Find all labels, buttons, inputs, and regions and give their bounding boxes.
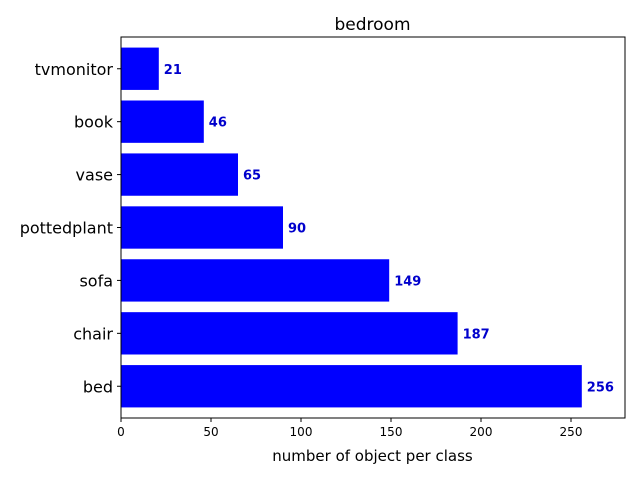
y-tick-label-chair: chair bbox=[73, 324, 113, 343]
x-axis-label: number of object per class bbox=[272, 447, 473, 465]
bars-layer bbox=[121, 47, 582, 408]
data-label-vase: 65 bbox=[243, 169, 261, 184]
bar-chair bbox=[121, 312, 458, 355]
bar-tvmonitor bbox=[121, 47, 159, 90]
chart-title: bedroom bbox=[334, 15, 410, 35]
bar-vase bbox=[121, 153, 238, 196]
y-tick-label-book: book bbox=[74, 113, 114, 132]
data-label-chair: 187 bbox=[463, 327, 490, 342]
bar-sofa bbox=[121, 259, 390, 302]
x-ticks-layer: 0 50 100 150 200 250 bbox=[117, 418, 582, 439]
data-label-bed: 256 bbox=[587, 380, 614, 395]
y-tick-label-pottedplant: pottedplant bbox=[20, 219, 113, 238]
x-tick-label-150: 150 bbox=[380, 425, 403, 439]
y-tick-label-tvmonitor: tvmonitor bbox=[35, 60, 114, 79]
data-label-tvmonitor: 21 bbox=[164, 63, 182, 78]
data-label-sofa: 149 bbox=[394, 274, 421, 289]
data-label-pottedplant: 90 bbox=[288, 222, 306, 237]
data-labels-layer: 256 187 149 90 65 46 21 bbox=[164, 63, 614, 396]
plot-frame bbox=[120, 36, 626, 419]
x-tick-label-100: 100 bbox=[290, 425, 313, 439]
y-tick-label-vase: vase bbox=[76, 166, 113, 185]
x-tick-label-50: 50 bbox=[203, 425, 218, 439]
x-tick-label-200: 200 bbox=[470, 425, 493, 439]
y-tick-label-sofa: sofa bbox=[79, 271, 113, 290]
bar-pottedplant bbox=[121, 206, 283, 249]
bar-book bbox=[121, 100, 204, 143]
x-tick-label-250: 250 bbox=[560, 425, 583, 439]
x-tick-label-0: 0 bbox=[117, 425, 125, 439]
y-tick-label-bed: bed bbox=[83, 377, 113, 396]
data-label-book: 46 bbox=[209, 116, 227, 131]
bar-bed bbox=[121, 365, 582, 408]
category-labels-layer: bed chair sofa pottedplant vase book tvmonitor bbox=[20, 60, 121, 396]
